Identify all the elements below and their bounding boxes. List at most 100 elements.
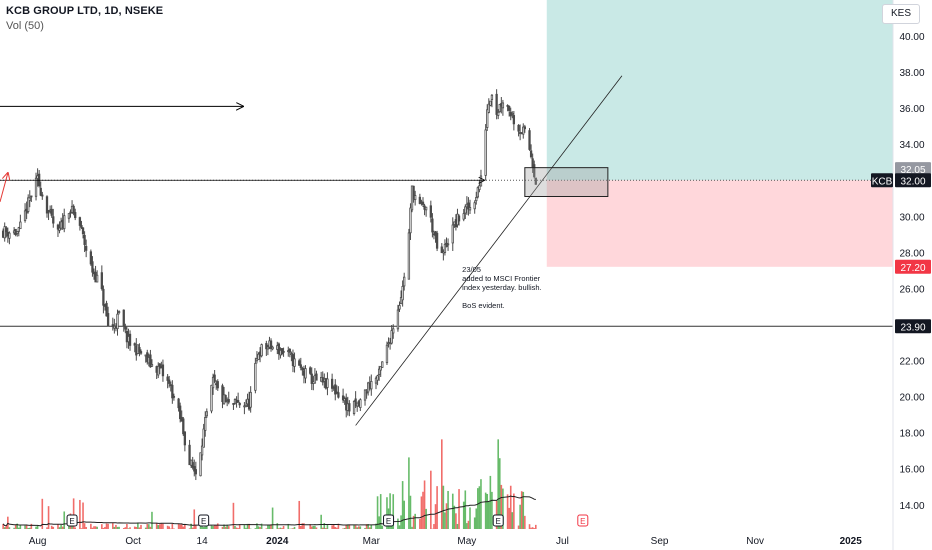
volume-bar xyxy=(509,485,512,529)
volume-bar xyxy=(199,525,202,529)
volume-bar xyxy=(436,486,438,529)
earnings-marker[interactable]: E xyxy=(198,514,210,527)
time-tick-label: May xyxy=(457,536,476,547)
earnings-icon[interactable] xyxy=(577,514,589,527)
candle-body xyxy=(117,311,121,314)
trend-line[interactable] xyxy=(355,75,623,426)
volume-bar xyxy=(425,508,427,529)
candle-body xyxy=(111,324,114,327)
earnings-icon[interactable] xyxy=(198,514,210,527)
candle-body xyxy=(534,177,537,185)
candle-body xyxy=(128,333,132,346)
volume-bar xyxy=(498,458,501,529)
volume-bar xyxy=(115,524,117,529)
candle-body xyxy=(377,368,381,375)
earnings-letter: E xyxy=(580,517,585,526)
volume-bar xyxy=(332,524,335,529)
symbol-title[interactable]: KCB GROUP LTD, 1D, NSEKE xyxy=(6,5,164,17)
volume-bar xyxy=(52,526,55,529)
volume-bar xyxy=(331,525,333,529)
time-axis[interactable]: Aug Oct 14 2024 Mar May Jul Sep Nov 2025 xyxy=(29,536,863,547)
earnings-icon[interactable] xyxy=(66,514,78,527)
earnings-letter: E xyxy=(201,517,206,526)
volume-bar xyxy=(46,527,48,529)
volume-bar xyxy=(162,523,164,529)
volume-bar xyxy=(367,524,369,529)
earnings-marker[interactable]: E xyxy=(383,514,395,527)
volume-bar xyxy=(50,525,53,529)
candle-body xyxy=(293,358,296,367)
candle-body xyxy=(390,330,393,344)
volume-bar xyxy=(179,524,181,529)
candle-body xyxy=(299,364,302,368)
note-line[interactable]: index yesterday. bullish. xyxy=(462,283,541,292)
volume-bar xyxy=(451,493,454,529)
candle-body xyxy=(418,196,422,204)
time-tick-label: Sep xyxy=(651,536,669,547)
candle-body xyxy=(39,187,42,196)
candle-body xyxy=(8,232,11,239)
candle-body xyxy=(533,164,536,178)
time-tick-label: 2025 xyxy=(840,536,863,547)
candle-body xyxy=(210,384,213,412)
volume-bar xyxy=(445,503,448,529)
volume-bar xyxy=(234,525,236,529)
volume-bar xyxy=(137,523,139,529)
candle-body xyxy=(511,112,514,115)
volume-bar xyxy=(149,526,152,529)
volume-bar xyxy=(166,525,169,529)
profit-target-zone[interactable] xyxy=(546,0,893,181)
candle-body xyxy=(67,213,71,219)
volume-bar xyxy=(315,527,318,529)
volume-bar xyxy=(265,528,268,529)
volume-bar xyxy=(281,528,283,529)
candle-body xyxy=(429,205,432,218)
volume-bar xyxy=(458,489,460,529)
candle-body xyxy=(204,417,207,431)
candle-body xyxy=(457,215,461,222)
earnings-icon[interactable] xyxy=(383,514,395,527)
volume-bar xyxy=(107,523,109,529)
volume-bar xyxy=(260,523,263,529)
earnings-marker[interactable]: E xyxy=(66,514,78,527)
volume-bar xyxy=(392,494,395,529)
entry-rectangle[interactable] xyxy=(524,167,609,197)
candle-body xyxy=(398,305,401,310)
volume-bar xyxy=(535,524,537,529)
risk-reward-zones[interactable] xyxy=(546,0,893,267)
candle-body xyxy=(326,378,329,388)
drawings-layer[interactable] xyxy=(0,75,623,426)
earnings-marker[interactable]: E xyxy=(577,514,589,527)
horizontal-levels[interactable] xyxy=(0,179,893,327)
candle-body xyxy=(528,130,531,150)
volume-indicator-label[interactable]: Vol (50) xyxy=(6,20,44,32)
time-tick-label: Mar xyxy=(363,536,381,547)
currency-button[interactable]: KES xyxy=(882,4,920,24)
volume-bar xyxy=(177,523,180,529)
stop-loss-zone[interactable] xyxy=(546,180,893,267)
candle-body xyxy=(83,234,86,245)
volume-bar xyxy=(57,524,59,529)
last-price-label: 32.00 xyxy=(900,176,925,187)
volume-bar xyxy=(347,524,349,529)
candle-body xyxy=(498,103,501,113)
note-line[interactable]: added to MSCI Frontier xyxy=(462,274,540,283)
note-line[interactable]: BoS evident. xyxy=(462,301,505,310)
red-arrow-left[interactable] xyxy=(0,173,8,203)
volume-bar xyxy=(202,527,205,529)
candle-body xyxy=(310,373,313,384)
volume-bar xyxy=(466,523,468,529)
note-line[interactable]: 23/05 xyxy=(462,265,481,274)
candle-body xyxy=(381,361,384,368)
candle-body xyxy=(211,376,215,389)
earnings-marker[interactable]: E xyxy=(492,514,504,527)
candle-body xyxy=(431,218,434,233)
volume-bar xyxy=(221,526,224,529)
candle-body xyxy=(80,225,83,228)
earnings-icon[interactable] xyxy=(492,514,504,527)
volume-bar xyxy=(489,475,492,529)
volume-bar xyxy=(477,488,479,529)
